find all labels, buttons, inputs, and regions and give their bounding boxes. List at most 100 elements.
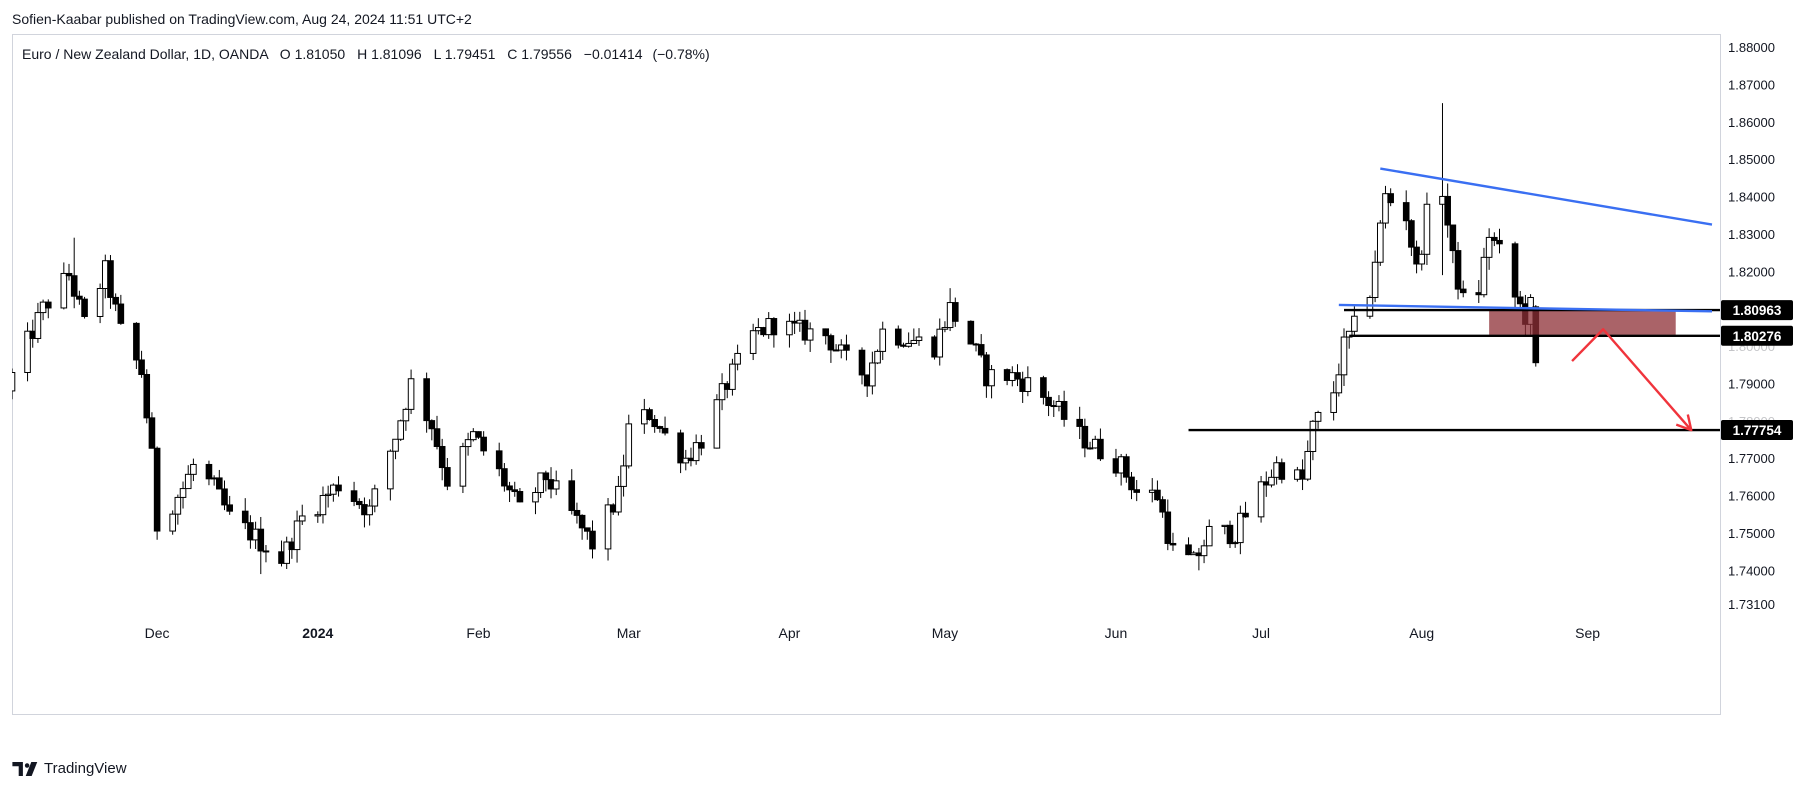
candle: [366, 499, 373, 526]
price-level-label[interactable]: 1.80276: [1721, 325, 1793, 346]
candle: [179, 481, 187, 509]
candle-body-up: [1304, 450, 1312, 480]
open-label: O: [280, 46, 291, 62]
time-tick-label: Sep: [1575, 625, 1600, 641]
price-tick-label: 1.75000: [1728, 526, 1775, 541]
price-tick-label: 1.83000: [1728, 227, 1775, 242]
candle: [656, 425, 664, 433]
candle-body-up: [319, 494, 327, 516]
price-label-box: [1721, 300, 1793, 321]
candle: [843, 334, 850, 361]
candle-body-down: [1133, 489, 1140, 493]
candle: [1200, 539, 1208, 564]
candle: [532, 487, 539, 515]
candle: [1226, 520, 1234, 549]
price-tick-label: 1.79000: [1728, 376, 1775, 391]
price-label-text: 1.80963: [1733, 303, 1782, 318]
price-label-box: [1721, 420, 1793, 441]
candle: [133, 322, 140, 370]
candle-body-up: [879, 328, 887, 352]
candle: [314, 511, 322, 523]
candle-body-up: [60, 272, 68, 309]
candle-body-up: [464, 439, 472, 448]
candle-body-down: [1226, 524, 1234, 545]
candle-body-up: [625, 423, 633, 467]
candle: [402, 407, 410, 431]
candle: [1480, 247, 1488, 298]
candle: [190, 458, 197, 482]
candle: [646, 407, 653, 421]
candle: [387, 449, 394, 501]
candle: [459, 442, 467, 494]
candle-body-down: [480, 436, 487, 452]
candle-body-down: [1123, 456, 1130, 478]
price-level-label[interactable]: 1.77754: [1721, 420, 1793, 441]
candle-body-up: [1418, 253, 1426, 265]
tradingview-brand[interactable]: TradingView: [12, 760, 127, 777]
neckline-trendline[interactable]: [1338, 303, 1713, 313]
brand-name: TradingView: [44, 760, 127, 777]
candle-body-down: [65, 272, 73, 277]
price-tick-label: 1.88000: [1728, 40, 1775, 55]
candle-body-down: [1454, 250, 1462, 290]
price-tick-label: 1.87000: [1728, 77, 1775, 92]
candle: [174, 494, 182, 525]
candle-body-up: [915, 336, 923, 341]
candle: [584, 527, 591, 540]
candle-body-up: [1480, 256, 1488, 296]
candle-body-up: [298, 515, 306, 522]
candle: [1340, 328, 1348, 386]
candle: [495, 442, 503, 477]
arrow-head-icon: [1675, 414, 1693, 432]
candle-body-down: [651, 419, 658, 428]
upper-resistance-trendline[interactable]: [1380, 167, 1713, 226]
candle-body-up: [459, 446, 467, 487]
candle: [506, 481, 513, 503]
price-labels-layer: 1.80963 1.80276 1.77754: [1721, 300, 1793, 441]
candle-body-up: [692, 442, 700, 462]
candle: [941, 321, 949, 333]
candle-body-down: [573, 509, 581, 516]
candle: [827, 333, 835, 363]
candle: [1205, 519, 1213, 547]
candle-body-up: [604, 504, 612, 550]
candle-body-down: [1242, 512, 1249, 518]
candle-body-down: [107, 260, 114, 298]
price-tick-label: 1.86000: [1728, 115, 1775, 130]
candle-body-down: [1511, 243, 1519, 298]
candle: [625, 414, 633, 469]
candle: [1060, 390, 1068, 427]
supply-zone[interactable]: [1489, 310, 1676, 335]
candle: [806, 322, 814, 352]
candle-body-up: [1257, 481, 1265, 518]
candle: [1268, 469, 1275, 488]
candle: [578, 514, 586, 540]
candle-body-up: [749, 330, 757, 354]
candle-body-down: [438, 445, 446, 469]
candlestick-chart[interactable]: Euro / New Zealand Dollar, 1D, OANDA O 1…: [12, 34, 1802, 748]
candle: [1408, 219, 1415, 256]
candle: [874, 349, 881, 365]
chart-title-bar: Euro / New Zealand Dollar, 1D, OANDA O 1…: [22, 46, 710, 62]
candle: [589, 520, 596, 559]
time-axis[interactable]: Dec 2024 Feb Mar Apr May Jun Jul Aug Sep: [145, 625, 1601, 641]
candle-body-up: [905, 342, 912, 347]
candle-body-down: [153, 447, 161, 532]
candle: [951, 297, 959, 327]
candle: [910, 328, 918, 345]
price-tick-label: 1.85000: [1728, 152, 1775, 167]
candle-body-down: [1408, 220, 1415, 248]
projection-arrow[interactable]: [1571, 328, 1693, 431]
candle-body-up: [874, 350, 881, 364]
candle: [1154, 480, 1161, 501]
price-level-label[interactable]: 1.80963: [1721, 300, 1793, 321]
chart-title: Euro / New Zealand Dollar, 1D, OANDA: [22, 46, 269, 62]
candle-body-down: [542, 472, 550, 481]
candle: [221, 480, 228, 511]
price-tick-label: 1.74000: [1728, 563, 1775, 578]
candle-body-down: [205, 463, 213, 480]
candle-body-down: [1169, 542, 1177, 546]
candle: [1366, 295, 1374, 319]
candle: [501, 463, 508, 492]
candle: [392, 438, 399, 460]
